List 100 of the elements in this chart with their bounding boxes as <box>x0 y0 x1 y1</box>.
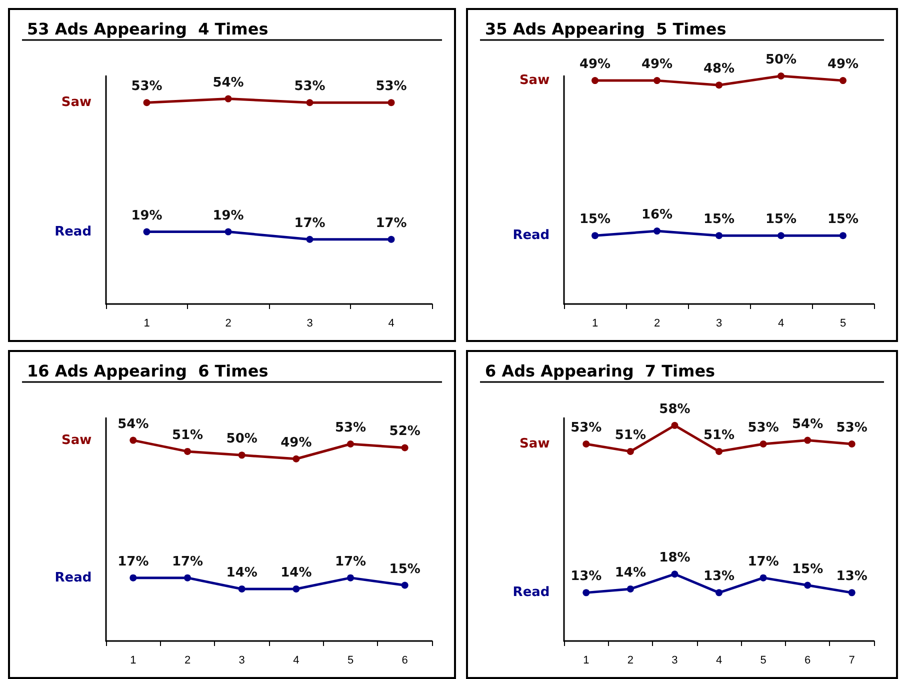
point <box>626 585 634 592</box>
point <box>654 228 660 235</box>
point <box>306 99 314 106</box>
point <box>224 228 232 236</box>
point <box>143 228 150 236</box>
point <box>184 574 191 582</box>
data-label: 49% <box>827 57 859 72</box>
point <box>848 589 856 596</box>
data-label: 15% <box>765 212 797 228</box>
data-label: 17% <box>172 554 204 570</box>
x-tick-label: 2 <box>225 318 232 330</box>
point <box>347 440 354 448</box>
x-tick-label: 1 <box>144 318 150 330</box>
point <box>760 574 767 582</box>
data-label: 14% <box>614 565 646 580</box>
point <box>716 232 722 240</box>
point <box>840 232 846 240</box>
data-label: 58% <box>659 402 690 417</box>
point <box>388 236 395 243</box>
x-tick-label: 6 <box>402 654 408 666</box>
point <box>671 570 678 578</box>
data-label: 16% <box>641 208 673 223</box>
point <box>238 585 246 592</box>
point <box>224 95 232 102</box>
x-tick-label: 2 <box>654 318 660 330</box>
x-tick-label: 3 <box>716 318 722 330</box>
x-tick-label: 5 <box>840 318 846 330</box>
text: Read <box>512 585 550 600</box>
x-tick-label: 5 <box>760 654 766 666</box>
point <box>716 589 722 596</box>
text: Read <box>54 570 92 586</box>
data-label: 49% <box>280 435 312 450</box>
point <box>778 72 784 80</box>
x-tick-label: 4 <box>388 318 394 330</box>
point <box>592 232 598 240</box>
data-label: 15% <box>703 212 735 228</box>
chart-title: 16 Ads Appearing 6 Times <box>27 362 268 380</box>
data-label: 49% <box>641 57 673 72</box>
point <box>292 455 300 462</box>
text: Saw <box>520 436 550 452</box>
data-label: 50% <box>226 432 258 447</box>
data-label: 53% <box>334 420 366 436</box>
data-label: 17% <box>334 554 366 570</box>
text: Read <box>54 224 92 240</box>
chart-title: 53 Ads Appearing 4 Times <box>27 20 268 38</box>
data-label: 54% <box>118 416 149 432</box>
point <box>804 436 812 444</box>
data-label: 54% <box>792 416 824 432</box>
x-tick-label: 4 <box>778 318 784 330</box>
text: Saw <box>519 73 550 88</box>
point <box>130 574 137 582</box>
data-label: 51% <box>172 428 204 443</box>
point <box>592 77 598 84</box>
x-tick-label: 4 <box>716 654 722 666</box>
text: Read <box>512 228 550 244</box>
x-tick-label: 1 <box>592 318 598 330</box>
point <box>306 236 314 243</box>
data-label: 51% <box>614 428 646 443</box>
point <box>347 574 354 582</box>
x-tick-label: 1 <box>130 654 136 666</box>
x-tick-label: 2 <box>627 654 634 666</box>
x-tick-label: 7 <box>848 654 855 666</box>
data-label: 14% <box>280 565 312 580</box>
point <box>130 436 137 444</box>
x-tick-label: 4 <box>293 654 300 666</box>
data-label: 53% <box>131 79 162 94</box>
point <box>143 99 150 106</box>
text: Saw <box>61 95 92 110</box>
data-label: 17% <box>376 216 407 231</box>
data-label: 17% <box>748 554 779 570</box>
point <box>184 448 191 455</box>
x-tick-label: 6 <box>804 654 811 666</box>
data-label: 19% <box>131 208 162 224</box>
data-label: 53% <box>836 420 868 436</box>
data-label: 19% <box>212 208 244 224</box>
point <box>848 440 856 448</box>
x-tick-label: 2 <box>184 654 191 666</box>
data-label: 49% <box>579 57 611 72</box>
data-label: 13% <box>703 569 735 584</box>
point <box>401 444 408 452</box>
point <box>292 585 300 592</box>
data-label: 15% <box>792 562 824 577</box>
point <box>716 448 722 455</box>
point <box>388 99 395 106</box>
data-label: 53% <box>376 79 407 94</box>
text: Saw <box>62 432 92 448</box>
x-tick-label: 3 <box>306 318 313 330</box>
data-label: 54% <box>212 75 244 90</box>
x-tick-label: 1 <box>583 654 590 666</box>
data-label: 17% <box>118 554 149 570</box>
data-label: 17% <box>294 216 326 231</box>
point <box>778 232 784 240</box>
point <box>401 582 408 589</box>
chart-title: 6 Ads Appearing 7 Times <box>485 362 716 380</box>
point <box>654 77 660 84</box>
data-label: 53% <box>294 79 326 94</box>
data-label: 48% <box>703 62 735 77</box>
point <box>238 452 246 459</box>
data-label: 53% <box>570 420 602 436</box>
chart-title: 35 Ads Appearing 5 Times <box>485 20 726 38</box>
